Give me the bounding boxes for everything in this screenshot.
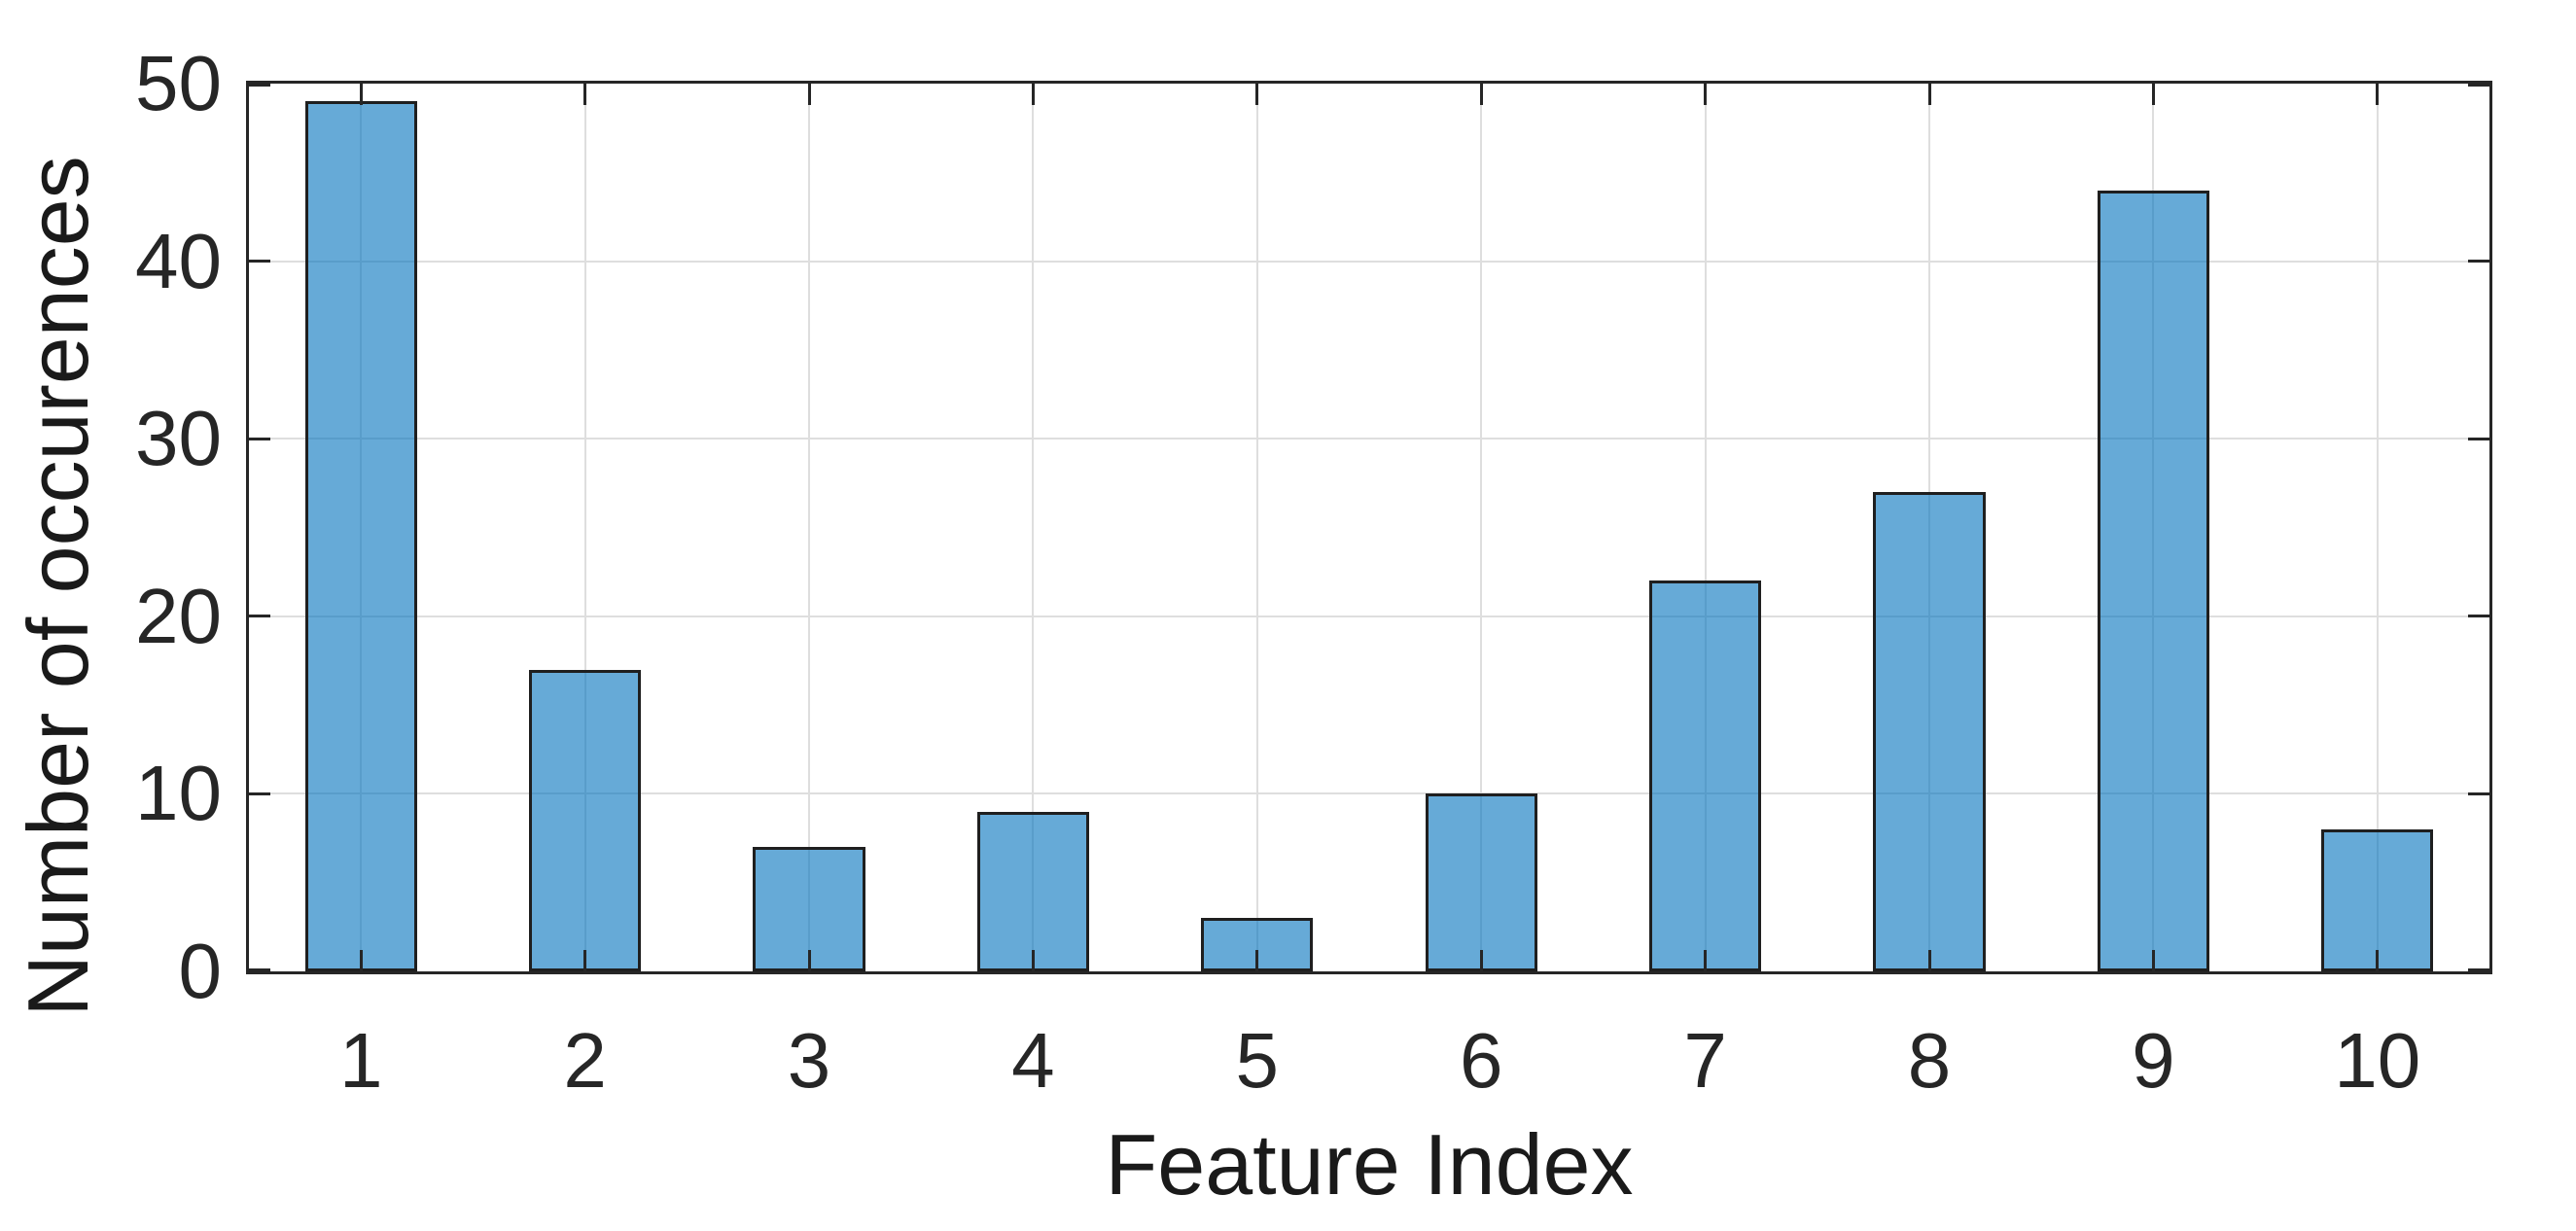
x-tick-bottom (1031, 950, 1035, 971)
y-tick-left (249, 260, 270, 264)
y-tick-right (2468, 437, 2489, 440)
bar (2097, 191, 2209, 971)
y-gridline (249, 438, 2489, 440)
x-tick-top (1255, 84, 1259, 105)
x-tick-top (2376, 84, 2380, 105)
bar (753, 847, 865, 971)
x-tick-bottom (583, 950, 587, 971)
x-axis-label: Feature Index (1105, 1116, 1634, 1213)
y-tick-left (249, 84, 270, 87)
axis-ticks (249, 84, 2489, 971)
x-tick-bottom (359, 950, 363, 971)
x-gridline (1255, 84, 1258, 971)
x-tick-top (2151, 84, 2155, 105)
y-tick-left (249, 968, 270, 971)
x-gridline (808, 84, 810, 971)
x-tick-bottom (2376, 950, 2380, 971)
x-tick-label: 8 (1907, 1017, 1952, 1104)
y-tick-label: 50 (135, 40, 222, 126)
y-tick-label: 30 (135, 395, 222, 482)
y-tick-right (2468, 84, 2489, 87)
x-gridline (1704, 84, 1707, 971)
x-tick-label: 2 (563, 1017, 607, 1104)
y-tick-right (2468, 968, 2489, 971)
y-tick-right (2468, 615, 2489, 618)
bar (529, 670, 642, 971)
x-tick-bottom (1255, 950, 1259, 971)
x-gridline (1480, 84, 1483, 971)
x-tick-label: 3 (787, 1017, 831, 1104)
x-tick-label: 5 (1235, 1017, 1280, 1104)
y-gridline (249, 615, 2489, 617)
x-tick-label: 4 (1011, 1017, 1055, 1104)
x-gridline (583, 84, 586, 971)
plot-area (246, 81, 2492, 974)
x-tick-bottom (1704, 950, 1708, 971)
bar (304, 101, 417, 971)
y-tick-label: 20 (135, 572, 222, 659)
x-tick-top (359, 84, 363, 105)
x-tick-label: 7 (1683, 1017, 1727, 1104)
x-gridline (1032, 84, 1035, 971)
y-gridline (249, 260, 2489, 263)
x-tick-bottom (1927, 950, 1931, 971)
y-tick-left (249, 615, 270, 618)
x-tick-label: 1 (338, 1017, 383, 1104)
y-tick-right (2468, 260, 2489, 264)
x-tick-bottom (807, 950, 811, 971)
x-tick-top (807, 84, 811, 105)
x-tick-bottom (1479, 950, 1483, 971)
x-tick-label: 6 (1459, 1017, 1503, 1104)
y-gridline (249, 792, 2489, 795)
y-tick-label: 40 (135, 217, 222, 304)
y-tick-label: 0 (178, 928, 223, 1014)
bar (1649, 580, 1762, 971)
x-tick-top (1479, 84, 1483, 105)
x-gridline (2376, 84, 2379, 971)
x-tick-bottom (2151, 950, 2155, 971)
bars (249, 84, 2489, 971)
x-tick-label: 9 (2132, 1017, 2175, 1104)
y-tick-label: 10 (135, 750, 222, 837)
x-tick-top (1031, 84, 1035, 105)
x-tick-label: 10 (2334, 1017, 2421, 1104)
bar (2321, 829, 2434, 971)
x-tick-top (1927, 84, 1931, 105)
x-tick-top (583, 84, 587, 105)
x-tick-top (1704, 84, 1708, 105)
y-tick-left (249, 437, 270, 440)
y-tick-left (249, 791, 270, 795)
y-tick-right (2468, 791, 2489, 795)
